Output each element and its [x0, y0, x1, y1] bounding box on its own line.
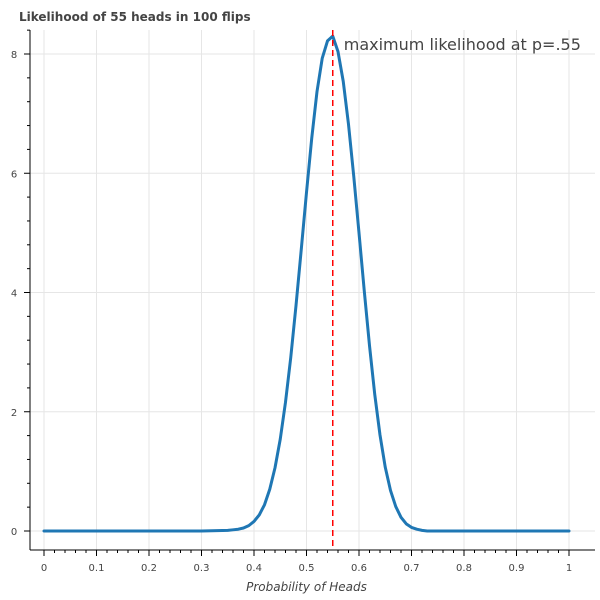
series — [42, 34, 571, 533]
ticks: 0 0.1 0.2 0.3 0.4 0.5 0.6 0.7 0.8 0.9 1 0 2 4 6 8 — [11, 29, 572, 574]
x-tick-label: 0.5 — [299, 563, 315, 574]
x-tick-label: 0.6 — [351, 563, 367, 574]
grid — [30, 30, 595, 550]
y-tick-label: 8 — [11, 50, 17, 61]
y-tick-label: 0 — [11, 527, 17, 538]
axes — [29, 30, 595, 551]
x-axis-label: Probability of Heads — [246, 580, 367, 594]
y-tick-label: 4 — [11, 289, 17, 300]
x-tick-label: 0.3 — [194, 563, 210, 574]
x-tick-label: 0.7 — [404, 563, 420, 574]
x-tick-label: 0.4 — [246, 563, 262, 574]
chart-title: Likelihood of 55 heads in 100 flips — [19, 10, 251, 24]
x-tick-label: 1 — [566, 563, 572, 574]
max-likelihood-annotation: maximum likelihood at p=.55 — [344, 35, 581, 54]
y-tick-label: 6 — [11, 169, 17, 180]
y-tick-label: 2 — [11, 408, 17, 419]
x-tick-label: 0.8 — [456, 563, 472, 574]
x-tick-label: 0.1 — [89, 563, 105, 574]
x-tick-label: 0.9 — [509, 563, 525, 574]
likelihood-curve — [42, 34, 571, 533]
x-tick-label: 0 — [41, 563, 47, 574]
x-tick-label: 0.2 — [141, 563, 157, 574]
